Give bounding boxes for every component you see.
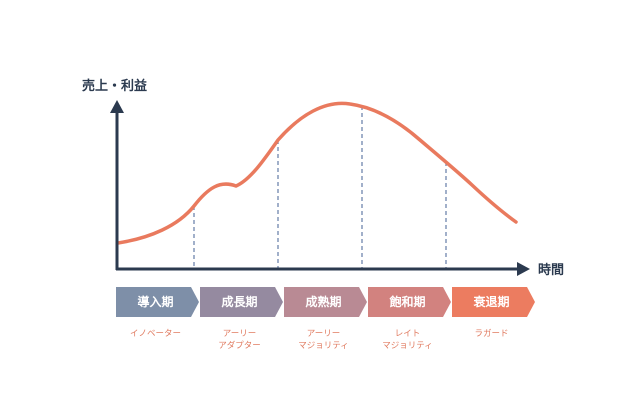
stage-label: 飽和期 <box>388 294 425 309</box>
stage-label: 導入期 <box>137 294 173 309</box>
adopter-label: マジョリティ <box>298 341 349 351</box>
stage-arrow <box>116 287 199 317</box>
x-axis-arrow-icon <box>517 262 530 276</box>
stage-arrow <box>200 287 283 317</box>
adopter-label: ラガード <box>474 328 508 339</box>
x-axis-label: 時間 <box>538 262 564 278</box>
adopter-label: アーリー <box>307 329 341 339</box>
stage-arrow <box>284 287 367 317</box>
y-axis-arrow-icon <box>110 100 124 113</box>
y-axis-label: 売上・利益 <box>82 78 147 94</box>
life-cycle-curve <box>116 101 518 245</box>
stage-label: 成長期 <box>221 294 257 309</box>
adopter-label: アーリー <box>223 329 257 339</box>
adopter-label: マジョリティ <box>382 341 433 351</box>
adopter-label: レイト <box>395 329 421 339</box>
adopter-label: イノベーター <box>130 329 181 339</box>
stage-label: 成熟期 <box>305 294 341 309</box>
stage-arrow <box>368 287 451 317</box>
stage-arrow <box>452 287 535 317</box>
stage-label: 衰退期 <box>472 294 509 309</box>
adopter-label: アダプター <box>218 340 261 351</box>
